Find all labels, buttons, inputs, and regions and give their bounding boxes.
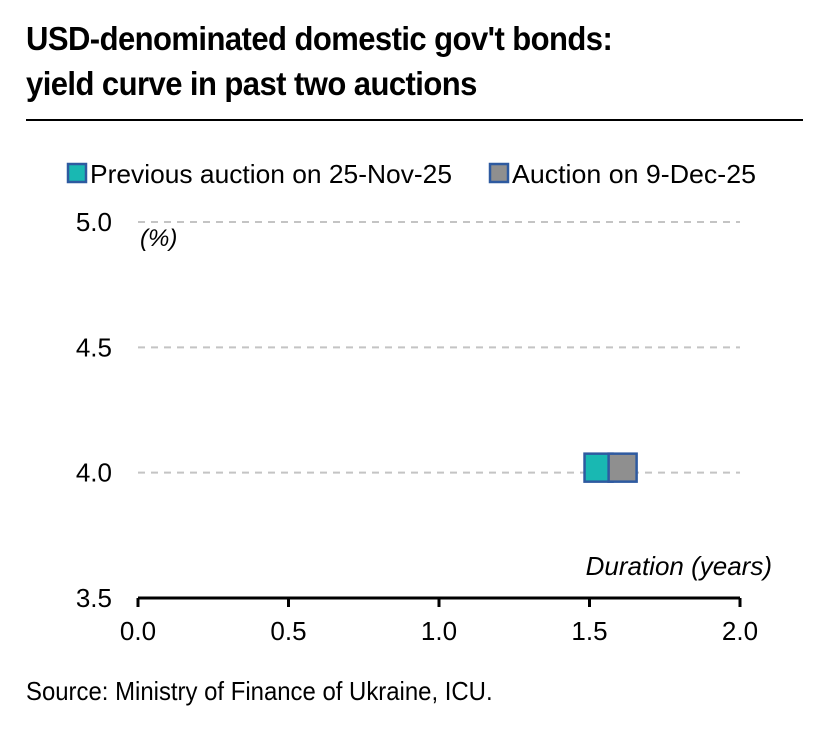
x-tick-label-1.0: 1.0 [421,616,457,646]
legend: Previous auction on 25-Nov-25 Auction on … [66,159,756,189]
title-line-1: USD-denominated domestic gov't bonds: [26,20,613,57]
legend-swatch-1 [66,162,88,184]
chart-title: USD-denominated domestic gov't bonds: yi… [26,16,759,106]
y-tick-label-5.0: 5.0 [76,207,112,237]
x-tick-label-1.5: 1.5 [571,616,607,646]
legend-swatch-2 [488,162,510,184]
y-axis: 3.5 4.0 4.5 5.0 [76,207,112,613]
y-tick-label-4.5: 4.5 [76,332,112,362]
legend-label-1: Previous auction on 25-Nov-25 [90,159,452,189]
gridlines [138,221,740,474]
yield-curve-chart: Previous auction on 25-Nov-25 Auction on … [66,159,772,646]
x-axis-label: Duration (years) [586,551,772,581]
x-tick-label-0.5: 0.5 [270,616,306,646]
y-tick-label-3.5: 3.5 [76,583,112,613]
data-points [583,452,638,483]
y-axis-label: (%) [140,225,177,252]
legend-label-2: Auction on 9-Dec-25 [512,159,756,189]
x-tick-label-0.0: 0.0 [120,616,156,646]
x-axis: 0.0 0.5 1.0 1.5 2.0 [120,596,758,646]
y-tick-label-4.0: 4.0 [76,458,112,488]
title-line-2: yield curve in past two auctions [26,65,477,102]
x-tick-label-2.0: 2.0 [722,616,758,646]
source-note: Source: Ministry of Finance of Ukraine, … [26,676,493,706]
point-series-2-1 [607,452,638,483]
title-divider [26,119,803,121]
